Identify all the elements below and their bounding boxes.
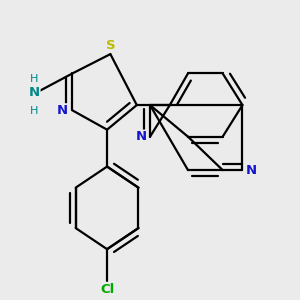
Text: Cl: Cl	[100, 283, 114, 296]
Text: N: N	[56, 104, 68, 117]
Text: S: S	[106, 39, 115, 52]
Text: N: N	[246, 164, 257, 177]
Text: N: N	[29, 86, 40, 99]
Text: N: N	[136, 130, 147, 143]
Text: H: H	[30, 106, 39, 116]
Text: H: H	[30, 74, 39, 84]
